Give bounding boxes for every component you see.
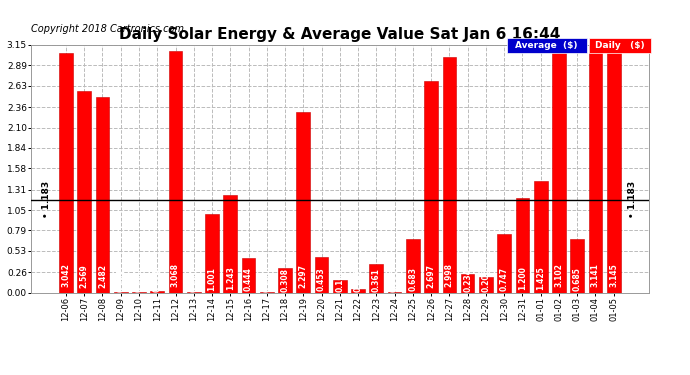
Text: 1.425: 1.425 [536,266,545,290]
Bar [607,45,620,292]
Text: 0.747: 0.747 [500,267,509,291]
Text: 0.444: 0.444 [244,267,253,291]
Bar [315,257,328,292]
Title: Daily Solar Energy & Average Value Sat Jan 6 16:44: Daily Solar Energy & Average Value Sat J… [119,27,560,42]
Text: 2.569: 2.569 [80,264,89,288]
Bar [351,289,365,292]
Text: Average  ($): Average ($) [515,41,578,50]
Bar [369,264,383,292]
Bar [150,291,164,292]
Bar [479,277,493,292]
Bar [442,57,456,292]
Text: 0.000: 0.000 [390,268,399,292]
Text: 1.243: 1.243 [226,266,235,290]
Text: 0.001: 0.001 [116,268,126,292]
Text: 2.998: 2.998 [445,263,454,287]
Bar [497,234,511,292]
Text: 0.685: 0.685 [573,267,582,291]
Bar [571,238,584,292]
Bar [278,268,292,292]
Bar [241,258,255,292]
Bar [406,239,420,292]
Text: 0.000: 0.000 [135,268,144,292]
Text: 2.297: 2.297 [299,264,308,288]
Text: 0.000: 0.000 [189,268,198,292]
Bar [552,49,566,292]
Bar [96,98,109,292]
Bar [297,112,310,292]
Bar [589,46,602,292]
Text: 2.697: 2.697 [426,264,435,288]
Text: 0.683: 0.683 [408,267,417,291]
Text: 0.000: 0.000 [262,268,271,292]
Text: 0.014: 0.014 [152,268,161,292]
Bar [59,54,73,292]
Text: Daily   ($): Daily ($) [595,41,644,50]
Bar [534,180,547,292]
Text: 0.160: 0.160 [335,268,344,292]
Bar [205,214,219,292]
Text: • 1.183: • 1.183 [629,181,638,218]
Text: • 1.183: • 1.183 [42,181,51,218]
Text: 3.042: 3.042 [61,264,70,287]
Bar [424,81,438,292]
Text: 3.145: 3.145 [609,263,618,287]
Text: 0.200: 0.200 [482,268,491,292]
Text: 1.200: 1.200 [518,266,527,290]
Bar [333,280,346,292]
Bar [224,195,237,292]
Text: 3.141: 3.141 [591,263,600,287]
Text: 0.361: 0.361 [372,268,381,291]
Text: 1.001: 1.001 [208,267,217,291]
Bar [461,274,475,292]
Text: 0.047: 0.047 [353,268,362,292]
Text: 2.482: 2.482 [98,264,107,288]
Text: 0.308: 0.308 [281,268,290,292]
Text: 0.453: 0.453 [317,268,326,291]
Bar [168,51,182,292]
Text: 3.102: 3.102 [554,263,564,287]
Bar [515,198,529,292]
Text: 3.068: 3.068 [171,263,180,287]
Bar [77,91,91,292]
Text: Copyright 2018 Cartronics.com: Copyright 2018 Cartronics.com [31,24,184,34]
Text: 0.234: 0.234 [463,268,472,292]
